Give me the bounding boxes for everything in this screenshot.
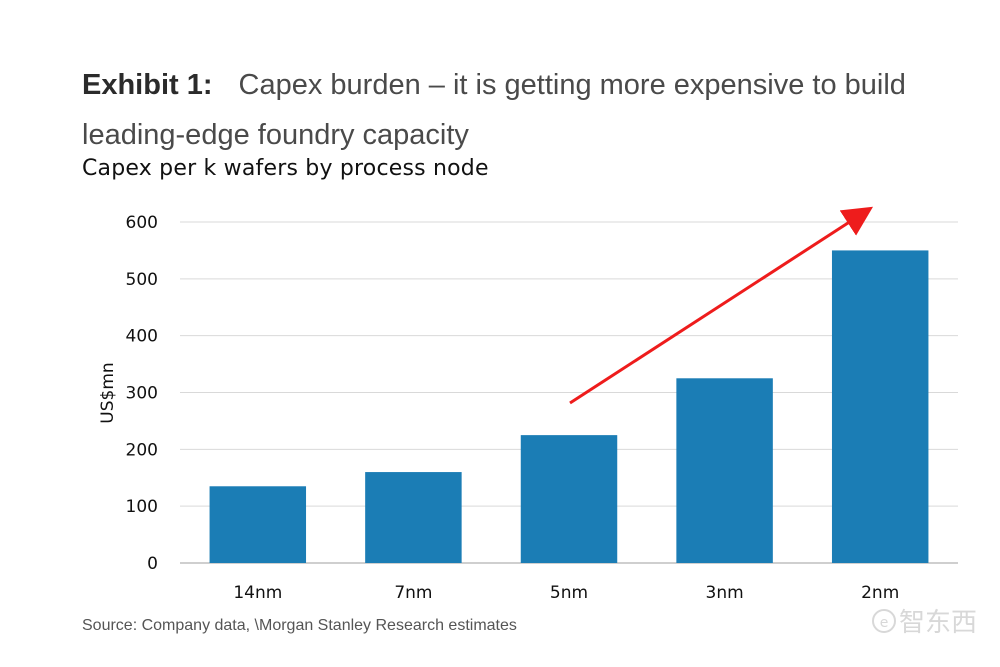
x-tick-label: 14nm [233, 583, 282, 603]
x-tick-label: 7nm [394, 583, 432, 603]
y-tick-label: 300 [126, 384, 158, 404]
watermark-text: 智东西 [899, 608, 977, 638]
bar-3nm [676, 378, 773, 563]
bar-7nm [365, 472, 462, 563]
trend-arrow [569, 206, 874, 405]
watermark-logo: e 智东西 [872, 608, 977, 638]
y-axis-label: US$mn [98, 362, 118, 423]
y-tick-label: 100 [126, 497, 158, 517]
source-note: Source: Company data, \Morgan Stanley Re… [82, 617, 517, 634]
y-tick-label: 0 [147, 554, 158, 574]
exhibit-label: Exhibit 1: [82, 69, 213, 101]
y-tick-label: 500 [126, 270, 158, 290]
bar-2nm [831, 250, 929, 563]
x-tick-label: 3nm [706, 583, 744, 603]
y-tick-labels: 0 100 200 300 400 500 600 [126, 213, 158, 574]
y-tick-label: 600 [126, 213, 158, 233]
chart-title: Capex per k wafers by process node [82, 156, 489, 181]
x-tick-label: 2nm [861, 583, 899, 603]
y-tick-label: 200 [126, 440, 158, 460]
x-tick-labels: 14nm 7nm 5nm 3nm 2nm [233, 583, 899, 603]
x-tick-label: 5nm [550, 583, 588, 603]
svg-text:e: e [880, 615, 889, 631]
bar-5nm [520, 435, 618, 563]
y-tick-label: 400 [126, 327, 158, 347]
bars [209, 250, 929, 563]
exhibit-title: Exhibit 1: Capex burden – it is getting m… [82, 60, 972, 160]
bar-14nm [209, 486, 307, 563]
exhibit-title-text: Capex burden – it is getting more expens… [82, 69, 906, 151]
